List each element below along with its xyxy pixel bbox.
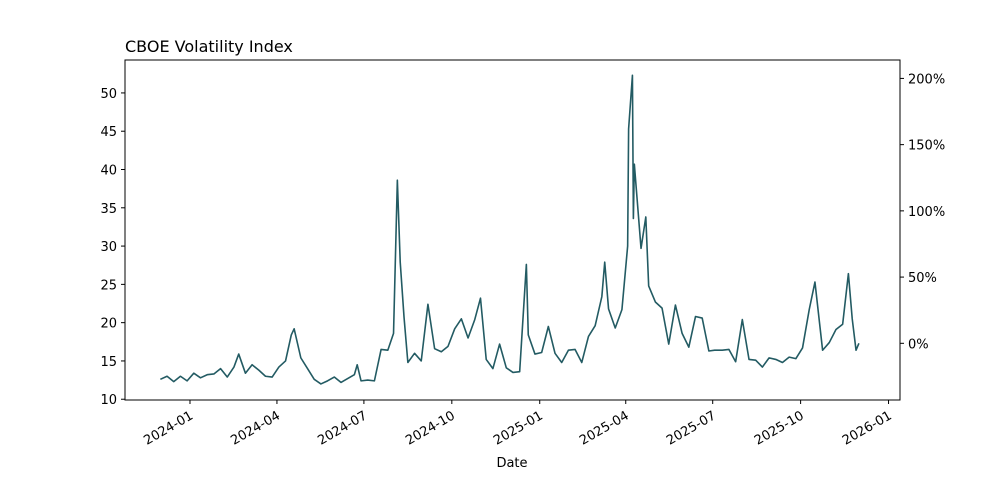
y-tick-label: 40 <box>100 164 117 179</box>
y-tick-label: 25 <box>100 278 117 293</box>
x-tick-label: 2024-04 <box>228 408 283 448</box>
x-tick-label: 2024-07 <box>315 408 370 448</box>
y-tick-label: 20 <box>100 317 117 332</box>
y2-tick-label: 50% <box>908 271 937 286</box>
y-tick-label: 15 <box>100 355 117 370</box>
y2-tick-label: 150% <box>908 139 945 154</box>
x-tick-label: 2025-10 <box>752 408 807 448</box>
y-tick-label: 45 <box>100 125 117 140</box>
x-axis-label: Date <box>496 456 527 471</box>
x-tick-label: 2025-01 <box>491 408 546 448</box>
y-tick-label: 50 <box>100 87 117 102</box>
y2-tick-label: 200% <box>908 72 945 87</box>
plot-frame <box>124 59 901 401</box>
chart-title: CBOE Volatility Index <box>125 37 293 56</box>
y2-tick-label: 100% <box>908 205 945 220</box>
x-tick-label: 2025-04 <box>577 408 632 448</box>
x-tick-label: 2026-01 <box>840 408 895 448</box>
y-tick-label: 10 <box>100 393 117 408</box>
x-tick-label: 2024-01 <box>141 408 196 448</box>
x-tick-label: 2025-07 <box>664 408 719 448</box>
y2-tick-label: 0% <box>908 337 929 352</box>
y-tick-label: 35 <box>100 202 117 217</box>
y-tick-label: 30 <box>100 240 117 255</box>
line <box>160 74 860 385</box>
x-tick-label: 2024-10 <box>403 408 458 448</box>
